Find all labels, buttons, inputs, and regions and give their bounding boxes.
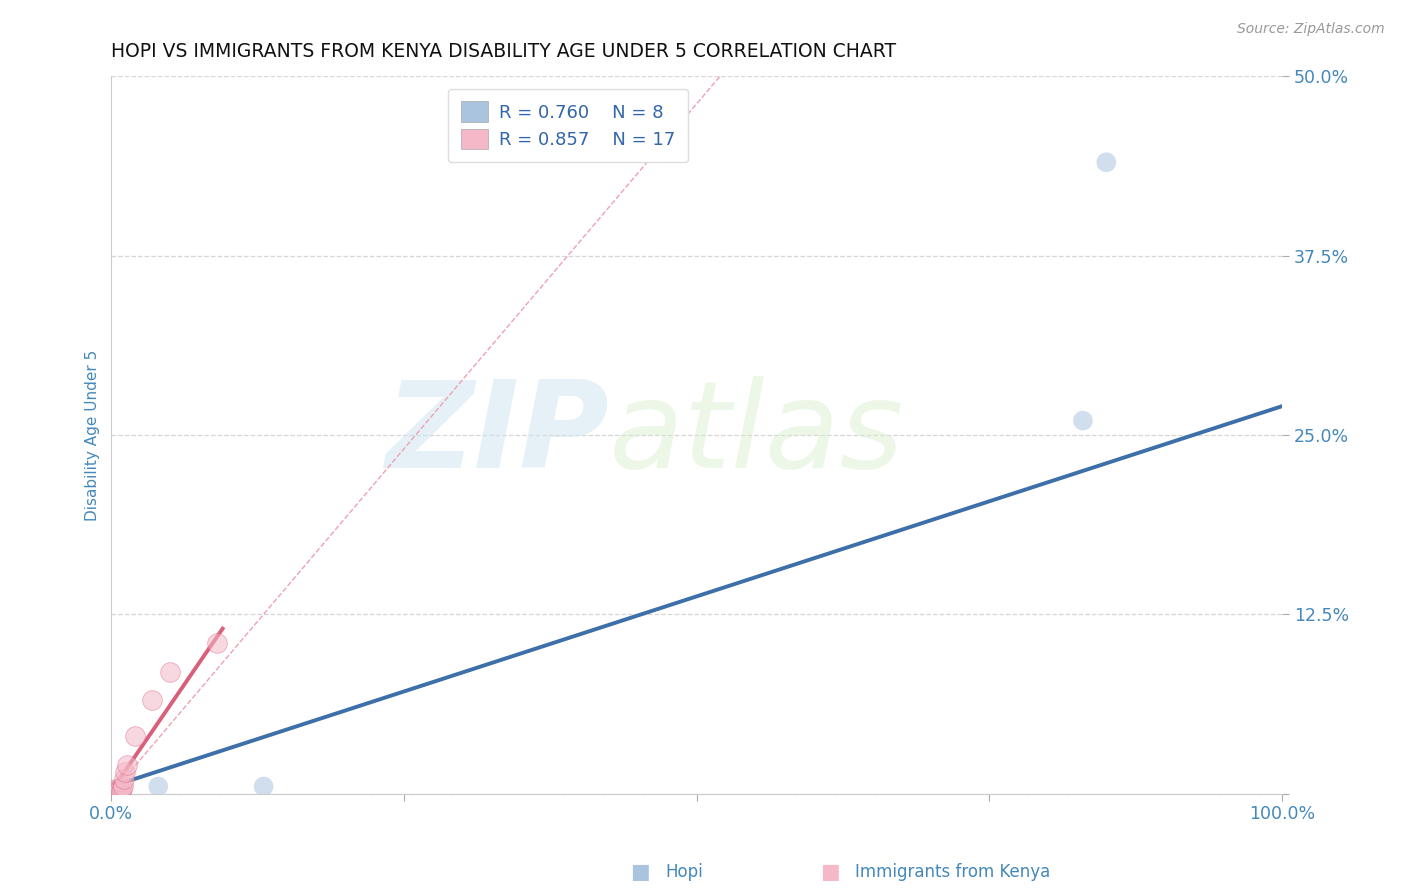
Legend: R = 0.760    N = 8, R = 0.857    N = 17: R = 0.760 N = 8, R = 0.857 N = 17: [449, 89, 688, 162]
Point: [104, 782, 127, 797]
Point: [141, 693, 163, 707]
Text: atlas: atlas: [609, 376, 904, 493]
Point: [112, 780, 135, 794]
Point: [104, 785, 127, 799]
Point: [105, 784, 128, 798]
Text: Hopi: Hopi: [665, 863, 703, 881]
Point: [124, 729, 146, 743]
Point: [103, 784, 125, 798]
Point: [115, 758, 138, 772]
Text: ■: ■: [820, 863, 839, 882]
Point: [252, 780, 274, 794]
Point: [1095, 155, 1118, 169]
Point: [105, 782, 128, 797]
Text: HOPI VS IMMIGRANTS FROM KENYA DISABILITY AGE UNDER 5 CORRELATION CHART: HOPI VS IMMIGRANTS FROM KENYA DISABILITY…: [111, 42, 897, 61]
Text: Immigrants from Kenya: Immigrants from Kenya: [855, 863, 1050, 881]
Point: [205, 636, 228, 650]
Text: ■: ■: [630, 863, 650, 882]
Point: [101, 785, 124, 799]
Point: [108, 784, 131, 798]
Text: ZIP: ZIP: [385, 376, 609, 493]
Point: [114, 765, 136, 780]
Y-axis label: Disability Age Under 5: Disability Age Under 5: [86, 350, 100, 521]
Point: [105, 785, 128, 799]
Point: [110, 784, 132, 798]
Point: [107, 785, 129, 799]
Point: [112, 772, 135, 787]
Point: [103, 784, 125, 798]
Point: [111, 780, 134, 795]
Text: Source: ZipAtlas.com: Source: ZipAtlas.com: [1237, 22, 1385, 37]
Point: [108, 782, 131, 797]
Point: [148, 780, 170, 794]
Point: [1071, 414, 1094, 428]
Point: [159, 665, 181, 679]
